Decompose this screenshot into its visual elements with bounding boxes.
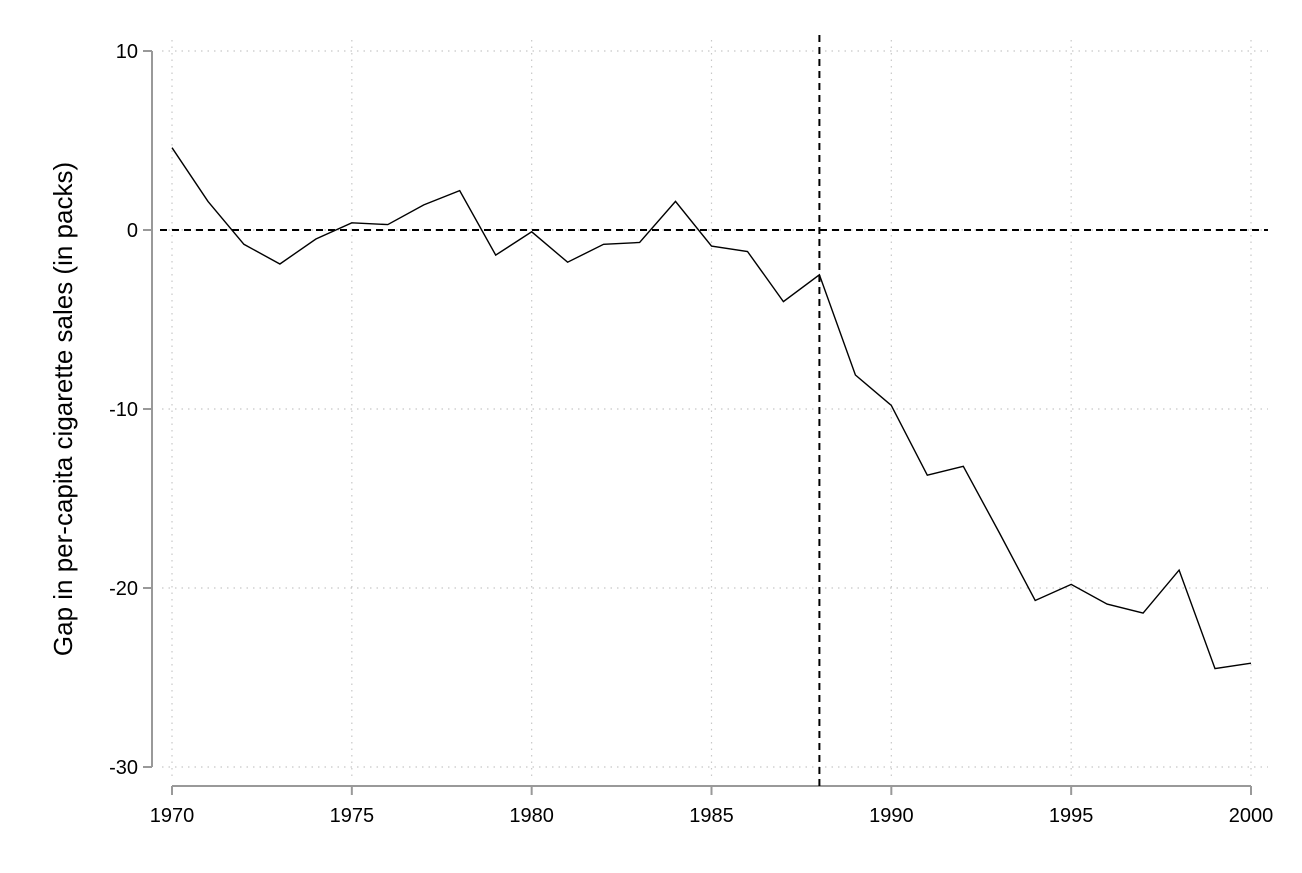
x-tick-label: 1970 xyxy=(150,805,195,827)
gap-series-line xyxy=(171,147,1252,670)
axes xyxy=(143,50,1252,795)
x-tick-label: 1990 xyxy=(869,805,914,827)
x-tick-label: 1975 xyxy=(330,805,375,827)
y-tick-label: 10 xyxy=(116,41,138,63)
y-tick-label: 0 xyxy=(127,220,138,242)
x-tick-label: 2000 xyxy=(1229,805,1274,827)
y-tick-label: -10 xyxy=(109,399,138,421)
series-layer xyxy=(171,147,1252,670)
x-tick-label: 1995 xyxy=(1049,805,1094,827)
x-tick-label: 1985 xyxy=(689,805,734,827)
y-tick-label: -30 xyxy=(109,757,138,779)
x-tick-label: 1980 xyxy=(509,805,554,827)
y-tick-label: -20 xyxy=(109,578,138,600)
tick-labels: 10 0 -10 -20 -30 1970 1975 1980 1985 1990 1995 2000 xyxy=(109,41,1273,827)
grid-lines xyxy=(162,40,1268,778)
reference-lines xyxy=(160,35,1268,786)
y-axis-title: Gap in per-capita cigarette sales (in pa… xyxy=(48,162,78,656)
